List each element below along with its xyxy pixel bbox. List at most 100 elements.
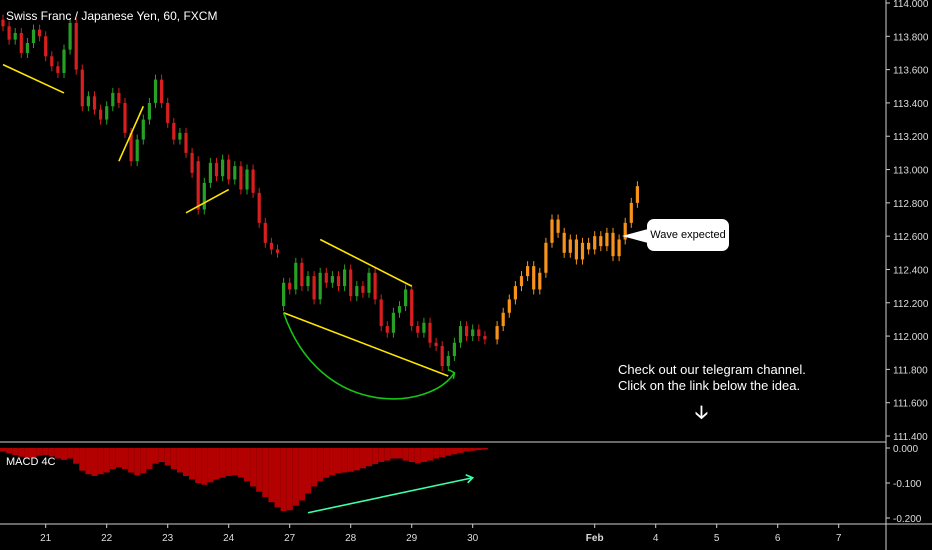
x-tick-label: 27	[284, 533, 296, 544]
macd-bar	[158, 448, 165, 462]
y-tick-label: 113.200	[893, 132, 929, 143]
candle-body	[251, 169, 255, 193]
macd-bar	[475, 448, 482, 451]
candle-body	[422, 322, 426, 333]
candle-body	[233, 166, 237, 180]
candle-body	[135, 139, 139, 162]
macd-bar	[250, 448, 257, 487]
candle-body	[294, 262, 298, 290]
candle-body	[129, 132, 133, 162]
chart-title: Swiss Franc / Japanese Yen, 60, FXCM	[6, 9, 218, 23]
candle-body	[428, 322, 432, 343]
candle-body	[13, 32, 17, 40]
note-line-1: Check out our telegram channel.	[618, 362, 806, 377]
macd-bar	[73, 448, 80, 464]
projection-body	[526, 266, 530, 277]
x-tick-label: 5	[714, 533, 720, 544]
candle-body	[184, 132, 188, 153]
macd-bar	[420, 448, 427, 462]
macd-label: MACD 4C	[6, 456, 56, 468]
projection-body	[556, 219, 560, 233]
candle-body	[38, 29, 42, 37]
macd-bar	[323, 448, 330, 478]
macd-bar	[359, 448, 366, 469]
trendline	[2, 63, 65, 94]
projection-body	[574, 239, 578, 260]
candle-body	[257, 192, 261, 223]
candle-body	[269, 242, 273, 250]
candle-body	[416, 326, 420, 333]
candle-body	[7, 26, 11, 40]
y-tick-label: 112.400	[893, 265, 929, 276]
candle-body	[227, 159, 231, 180]
candle-body	[397, 306, 402, 313]
candle-body	[477, 329, 481, 337]
candle-body	[178, 132, 182, 140]
candle-body	[221, 159, 225, 177]
y-tick-label: 111.600	[893, 399, 928, 410]
projection-body	[507, 299, 511, 313]
projection-body	[532, 266, 536, 290]
macd-bar	[433, 448, 440, 459]
candle-body	[99, 109, 103, 120]
candle-body	[245, 169, 249, 190]
candle-body	[275, 249, 280, 253]
candle-body	[312, 276, 316, 300]
macd-bar	[189, 448, 196, 480]
x-tick-label: 28	[345, 533, 357, 544]
macd-bar	[408, 448, 415, 462]
candle-body	[324, 272, 328, 283]
macd-bar	[176, 448, 183, 473]
candle-body	[117, 92, 121, 103]
candle-body	[68, 22, 72, 50]
macd-bar	[164, 448, 171, 466]
telegram-note: Check out our telegram channel. Click on…	[618, 362, 806, 394]
projection-body	[611, 232, 615, 257]
candle-body	[349, 269, 353, 297]
candle-body	[336, 276, 341, 287]
candle-body	[343, 269, 347, 287]
macd-bar	[341, 448, 348, 473]
macd-bar	[463, 448, 470, 452]
macd-bar	[122, 448, 129, 469]
projection-body	[568, 239, 572, 253]
candle-body	[318, 272, 322, 300]
macd-bar	[201, 448, 208, 485]
macd-bar	[170, 448, 177, 469]
macd-bar	[481, 448, 488, 450]
y-tick-label: 112.200	[893, 299, 929, 310]
candle-body	[361, 286, 365, 293]
candle-body	[172, 122, 176, 140]
candle-body	[44, 36, 48, 57]
macd-bar	[12, 448, 19, 455]
macd-divergence-line	[307, 476, 473, 514]
macd-bar	[195, 448, 202, 483]
y-tick-label: 112.800	[893, 199, 929, 210]
candle-body	[1, 19, 5, 27]
y-tick-label: 111.400	[893, 432, 928, 443]
macd-bar	[128, 448, 135, 473]
projection-body	[605, 232, 609, 247]
candle-body	[300, 262, 304, 287]
candles-layer	[1, 14, 487, 372]
candle-body	[385, 326, 389, 333]
macd-bar	[24, 448, 31, 459]
candle-body	[208, 162, 212, 183]
macd-bar	[140, 448, 147, 474]
macd-bar	[30, 448, 37, 458]
macd-tick-label: 0.000	[893, 444, 918, 455]
curve-path	[282, 312, 456, 400]
candle-body	[202, 182, 206, 210]
macd-bar	[268, 448, 275, 503]
candle-body	[31, 29, 36, 43]
macd-bar	[18, 448, 25, 457]
macd-bar	[103, 448, 110, 473]
candle-body	[239, 166, 243, 190]
projection-body	[629, 202, 633, 223]
macd-bar	[213, 448, 220, 480]
projection-body	[580, 242, 585, 260]
macd-bar	[457, 448, 464, 453]
macd-bar	[274, 448, 281, 508]
macd-bar	[231, 448, 238, 476]
macd-bar	[67, 448, 74, 459]
